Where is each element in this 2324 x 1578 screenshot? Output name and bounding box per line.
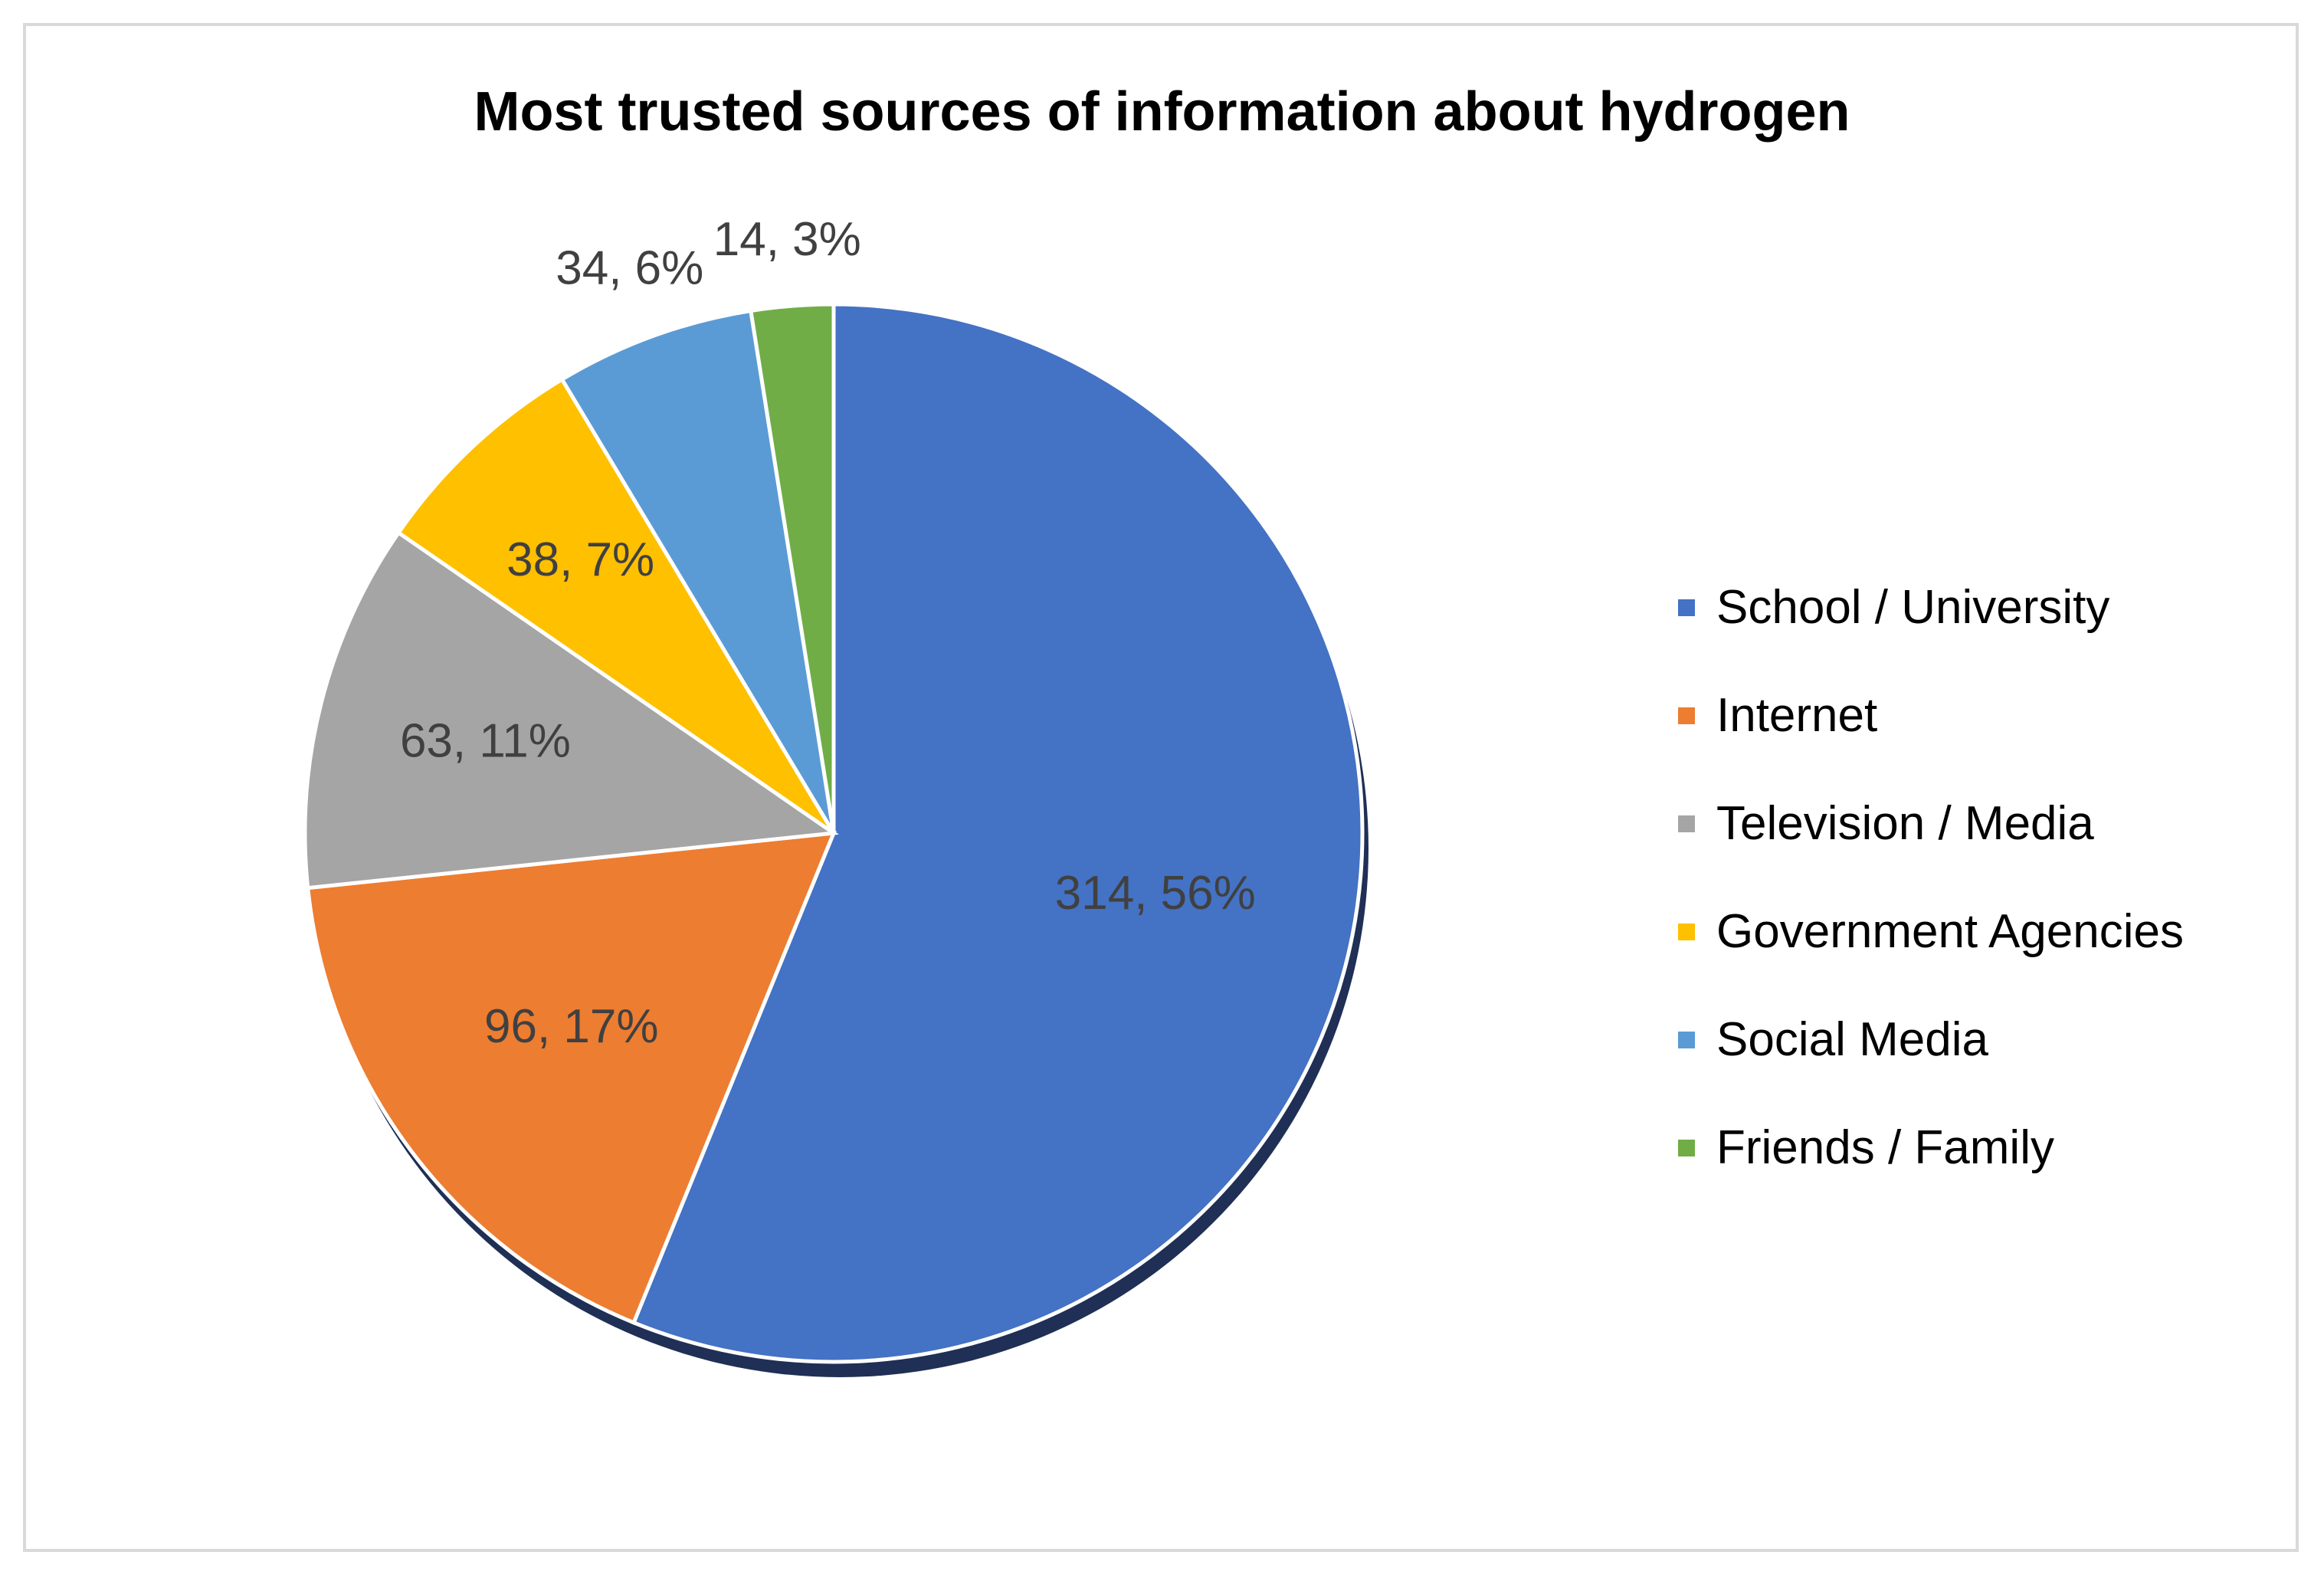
pie-slice-social-media[interactable] [559,308,836,835]
data-label-school-university: 314, 56% [1055,867,1256,920]
legend-label: Friends / Family [1716,1121,2054,1174]
legend-swatch [1678,1031,1695,1048]
legend-label: Government Agencies [1716,905,2185,958]
data-label-internet: 96, 17% [484,1000,659,1053]
legend-label: School / University [1716,581,2110,634]
legend-swatch [1678,599,1695,616]
pie-slice-school-university[interactable] [631,302,1365,1364]
data-label-friends-family: 14, 3% [713,213,861,266]
legend-item-television-media[interactable]: Television / Media [1678,769,2306,878]
legend-item-social-media[interactable]: Social Media [1678,986,2306,1094]
legend-label: Social Media [1716,1013,1988,1066]
legend-label: Internet [1716,689,1878,742]
data-label-television-media: 63, 11% [400,714,571,767]
chart-title: Most trusted sources of information abou… [474,81,1850,143]
legend-swatch [1678,923,1695,940]
pie-labels: 314, 56% 96, 17% 63, 11% 38, 7% 34, 6%14, 3% [400,213,1256,1053]
pie-slice-internet[interactable] [305,831,837,1326]
chart-legend: School / University Internet Television / … [1678,553,2306,1202]
data-label-social-media: 34, 6% [556,242,703,295]
data-label-government-agencies: 38, 7% [506,533,654,586]
pie-slice-friends-family[interactable] [749,302,836,834]
legend-label: Television / Media [1716,797,2094,850]
legend-swatch [1678,707,1695,724]
pie-slice-television-media[interactable] [303,530,839,891]
legend-swatch [1678,1139,1695,1156]
legend-item-internet[interactable]: Internet [1678,661,2306,769]
legend-item-government-agencies[interactable]: Government Agencies [1678,878,2306,986]
pie-slices [303,302,1365,1364]
legend-item-school-university[interactable]: School / University [1678,553,2306,661]
legend-swatch [1678,815,1695,832]
legend-item-friends-family[interactable]: Friends / Family [1678,1094,2306,1202]
pie-slice-government-agencies[interactable] [395,376,836,835]
